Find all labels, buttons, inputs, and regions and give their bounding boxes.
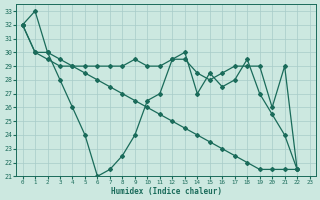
X-axis label: Humidex (Indice chaleur): Humidex (Indice chaleur) [111,187,221,196]
